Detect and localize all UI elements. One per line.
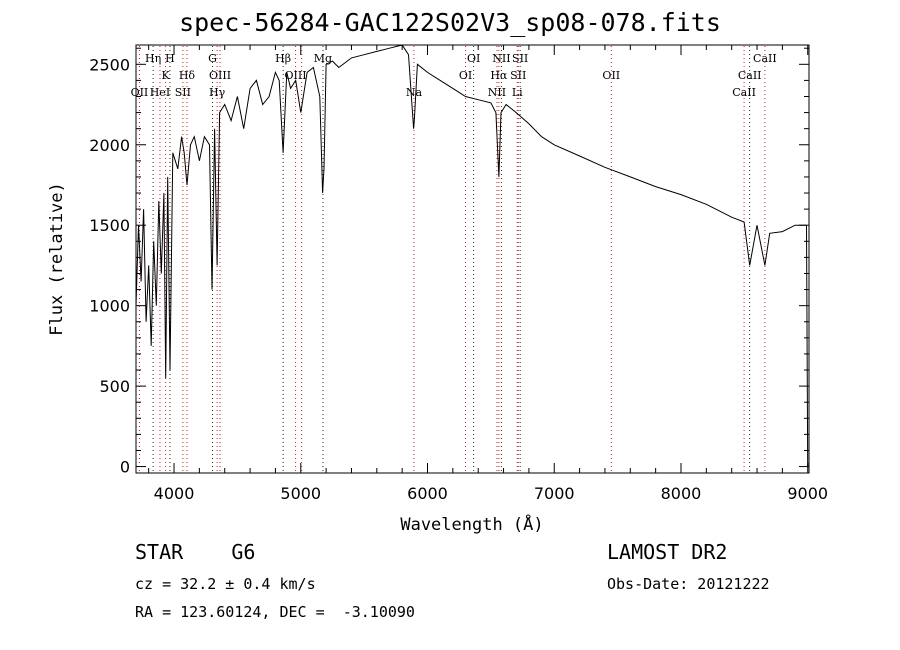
y-tick-label: 1500 [89, 216, 130, 235]
redshift-velocity-text: cz = 32.2 ± 0.4 km/s [135, 575, 316, 593]
x-tick-label: 6000 [407, 484, 448, 503]
y-tick-label: 2000 [89, 136, 130, 155]
ra-dec-text: RA = 123.60124, DEC = -3.10090 [135, 603, 415, 621]
spectral-line-label: OIII [285, 69, 307, 82]
spectral-line-label: Hδ [179, 69, 196, 82]
object-class-label: STAR G6 [135, 540, 256, 564]
spectral-line-label: Li [512, 86, 523, 99]
y-tick-label: 0 [120, 458, 130, 477]
spectral-line-label: Mg [314, 52, 332, 65]
y-tick-label: 500 [99, 377, 130, 396]
spectral-line-label: Hβ [275, 52, 291, 65]
spectral-line-label: Hη [145, 52, 161, 65]
spectral-line-label: Hα [490, 69, 508, 82]
spectral-line-label: NII [488, 86, 506, 99]
y-axis-ticks: 0 500 1000 1500 2000 2500 [89, 47, 809, 477]
x-tick-label: 7000 [534, 484, 575, 503]
spectral-line-label: HeI [150, 86, 170, 99]
spectral-line-label: CaII [753, 52, 777, 65]
x-tick-label: 4000 [154, 484, 195, 503]
x-tick-label: 9000 [787, 484, 828, 503]
spectral-line-label: G [208, 52, 217, 65]
spectral-line-label: Na [406, 86, 423, 99]
x-tick-label: 5000 [280, 484, 321, 503]
spectral-line-label: H [165, 52, 175, 65]
y-tick-label: 2500 [89, 55, 130, 74]
survey-name: LAMOST DR2 [607, 540, 728, 564]
spectral-line-label: SII [175, 86, 191, 99]
spectral-line-label: CaII [738, 69, 762, 82]
spectral-line-label: Hγ [209, 86, 226, 99]
spectral-line-labels: OII Hη HeI KH SII Hδ G Hγ OIII Hβ OIII Mg Na OI OI NII H… [131, 52, 777, 99]
spectral-line-label: OI [467, 52, 480, 65]
observation-date: Obs-Date: 20121222 [607, 575, 770, 593]
spectral-line-label: CaII [732, 86, 756, 99]
y-axis-label: Flux (relative) [47, 182, 67, 336]
spectral-line-label: SII [512, 52, 528, 65]
spectral-line-label: OII [131, 86, 149, 99]
x-axis-ticks: 4000 5000 6000 7000 8000 9000 [148, 45, 828, 503]
spectral-line-label: OI [459, 69, 472, 82]
y-tick-label: 1000 [89, 297, 130, 316]
spectral-line-label: K [162, 69, 171, 82]
spectral-line-label: OII [602, 69, 620, 82]
x-tick-label: 8000 [661, 484, 702, 503]
spectrum-series-line [135, 44, 809, 467]
spectral-line-label: NII [492, 52, 510, 65]
chart-title: spec-56284-GAC122S02V3_sp08-078.fits [179, 8, 721, 37]
spectral-line-label: SII [510, 69, 526, 82]
plot-frame [135, 44, 810, 474]
spectral-line-label: OIII [209, 69, 231, 82]
spectral-line-markers [138, 46, 766, 472]
x-axis-label: Wavelength (Å) [400, 513, 543, 535]
